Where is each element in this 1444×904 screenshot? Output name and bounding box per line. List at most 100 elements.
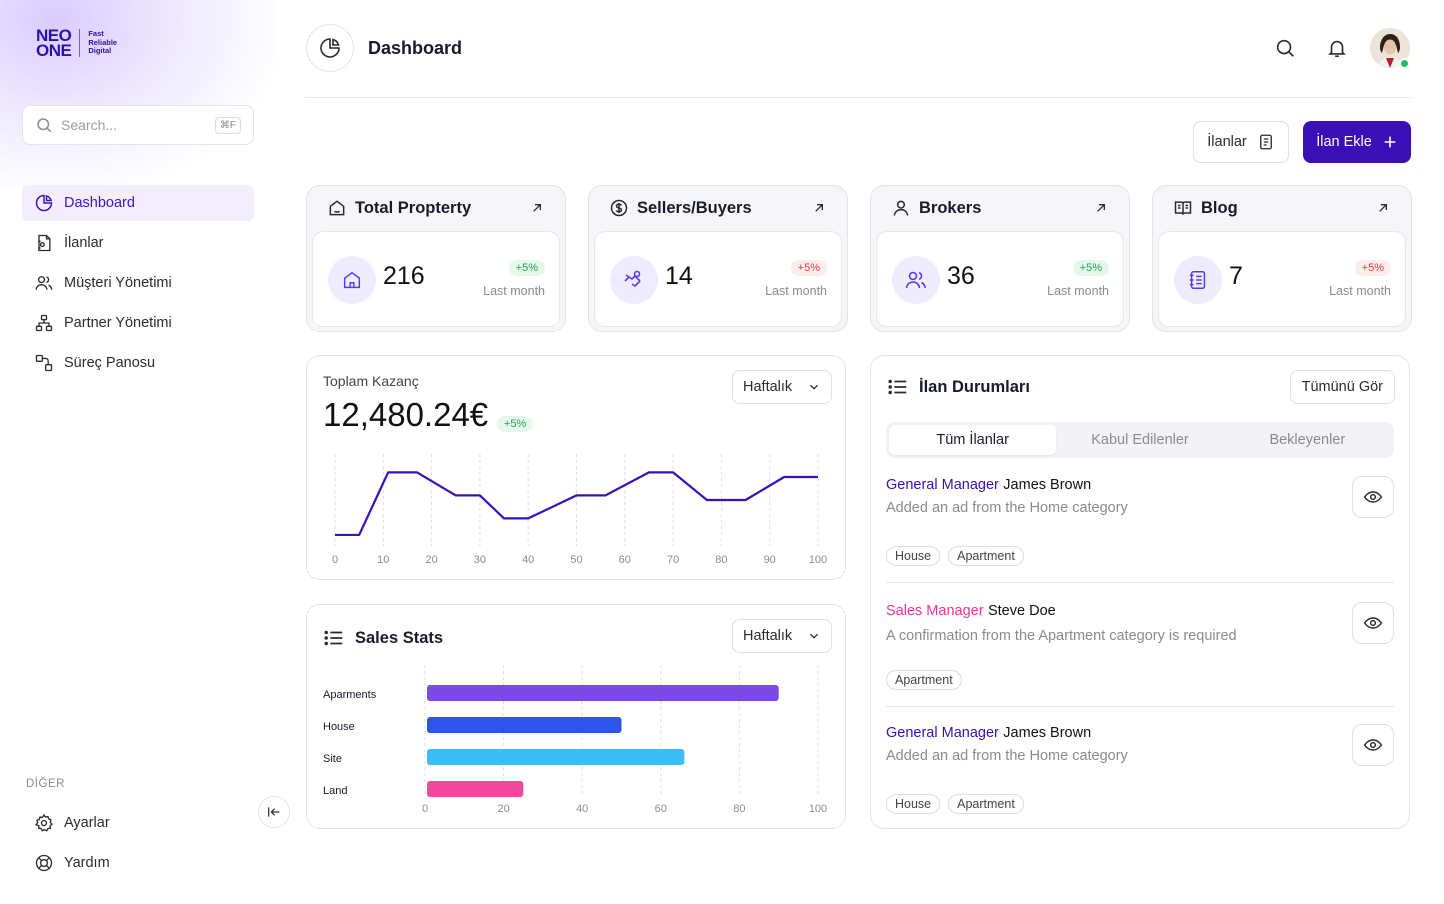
logo[interactable]: NEO ONE Fast Reliable Digital: [36, 27, 118, 59]
listing-tags: Apartment: [886, 670, 962, 690]
stat-value: 216: [383, 262, 425, 290]
header-divider: [306, 97, 1411, 98]
stat-title: Total Propterty: [355, 198, 472, 217]
list-icon: [888, 379, 907, 395]
bar-chart-category-label: Land: [323, 785, 347, 797]
search-box[interactable]: ⌘F: [22, 105, 254, 145]
bar-chart-x-tick-label: 60: [655, 803, 667, 815]
line-chart-x-tick-label: 50: [570, 554, 582, 566]
collapse-icon: [268, 807, 280, 817]
sidebar-item-surec[interactable]: Süreç Panosu: [22, 345, 254, 381]
see-all-button[interactable]: Tümünü Gör: [1289, 370, 1395, 404]
earnings-period-select[interactable]: Haftalık: [732, 370, 832, 404]
bar-chart-category-label: Aparments: [323, 689, 377, 701]
sales-bar-chart: 0 20 40 60 80 100 Aparments House Site Land: [323, 665, 827, 815]
stat-card-brokers[interactable]: Brokers 36 +5% Last month: [870, 185, 1130, 332]
listing-person-name: James Brown: [1003, 725, 1092, 741]
tab-accepted[interactable]: Kabul Edilenler: [1091, 432, 1189, 448]
stat-card-total-property[interactable]: Total Propterty 216 +5% Last month: [306, 185, 566, 332]
tag-apartment[interactable]: Apartment: [948, 546, 1024, 566]
arrow-up-right-icon[interactable]: [1093, 200, 1109, 216]
sidebar-section-title: DİĞER: [26, 778, 65, 790]
book-open-icon: [1174, 201, 1192, 215]
view-listing-button[interactable]: [1352, 602, 1394, 644]
notifications-button[interactable]: [1326, 37, 1348, 64]
header-search-button[interactable]: [1274, 37, 1296, 64]
eye-icon: [1363, 491, 1383, 503]
stat-title: Brokers: [919, 198, 982, 217]
bar-chart-x-tick-label: 40: [576, 803, 588, 815]
stat-card-header: Total Propterty: [327, 198, 471, 218]
stat-change-badge: +5%: [790, 260, 827, 276]
listing-item: Sales Manager Steve Doe A confirmation f…: [886, 602, 1394, 692]
sidebar-item-label: Süreç Panosu: [64, 355, 156, 371]
sidebar-item-dashboard[interactable]: Dashboard: [22, 185, 254, 221]
view-listing-button[interactable]: [1352, 724, 1394, 766]
stat-card-blog[interactable]: Blog 7 +5% Last month: [1152, 185, 1412, 332]
users-icon: [35, 276, 53, 290]
arrow-up-right-icon[interactable]: [1375, 200, 1391, 216]
sales-bar: [427, 717, 622, 733]
tab-all-listings[interactable]: Tüm İlanlar: [889, 425, 1057, 455]
eye-icon: [1363, 739, 1383, 751]
stat-card-header: Sellers/Buyers: [609, 198, 752, 218]
listing-status-title: İlan Durumları: [887, 376, 1030, 398]
document-list-icon: [1259, 134, 1272, 150]
sidebar-item-ilanlar[interactable]: İlanlar: [22, 225, 254, 261]
currency-icon: [610, 199, 628, 217]
stat-change-badge: +5%: [1354, 260, 1391, 276]
tab-pending[interactable]: Bekleyenler: [1269, 432, 1346, 448]
stat-icon-bubble: [892, 256, 940, 304]
line-chart-x-tick-label: 40: [522, 554, 534, 566]
listings-button[interactable]: İlanlar: [1193, 121, 1289, 163]
pie-chart-icon: [320, 38, 340, 58]
bar-chart-x-tick-label: 100: [809, 803, 827, 815]
earnings-change-badge: +5%: [497, 416, 534, 432]
sales-period-select[interactable]: Haftalık: [732, 619, 832, 653]
tag-apartment[interactable]: Apartment: [886, 670, 962, 690]
view-listing-button[interactable]: [1352, 476, 1394, 518]
listing-role: Sales Manager: [886, 603, 984, 619]
sidebar-item-ayarlar[interactable]: Ayarlar: [22, 805, 254, 841]
bar-chart-x-tick-label: 20: [497, 803, 509, 815]
tag-house[interactable]: House: [886, 546, 941, 566]
line-chart-x-tick-label: 100: [809, 554, 827, 566]
stat-icon-bubble: [610, 256, 658, 304]
sales-period-value: Haftalık: [743, 628, 793, 644]
stat-card-sellers-buyers[interactable]: Sellers/Buyers 14 +5% Last month: [588, 185, 848, 332]
search-input[interactable]: [61, 117, 207, 133]
sidebar-item-partner[interactable]: Partner Yönetimi: [22, 305, 254, 341]
tag-apartment[interactable]: Apartment: [948, 794, 1024, 814]
add-listing-button[interactable]: İlan Ekle: [1303, 121, 1411, 163]
listing-heading: General Manager James Brown: [886, 724, 1394, 742]
line-chart-x-tick-label: 80: [715, 554, 727, 566]
logo-tagline: Fast Reliable Digital: [88, 29, 118, 56]
listing-person-name: James Brown: [1003, 477, 1092, 493]
tag-house[interactable]: House: [886, 794, 941, 814]
listing-item: General Manager James Brown Added an ad …: [886, 476, 1394, 568]
arrow-up-right-icon[interactable]: [811, 200, 827, 216]
plus-icon: [1384, 136, 1396, 148]
line-chart-x-tick-label: 30: [474, 554, 486, 566]
sidebar-item-yardim[interactable]: Yardım: [22, 845, 254, 881]
bar-chart-x-tick-label: 80: [733, 803, 745, 815]
sidebar-item-label: Yardım: [64, 855, 110, 871]
earnings-value: 12,480.24€: [323, 396, 489, 433]
notebook-icon: [1189, 271, 1206, 289]
arrow-up-right-icon[interactable]: [529, 200, 545, 216]
collapse-sidebar-button[interactable]: [258, 796, 290, 828]
sidebar-item-label: Partner Yönetimi: [64, 315, 172, 331]
users-icon: [905, 271, 927, 289]
sidebar-item-musteri[interactable]: Müşteri Yönetimi: [22, 265, 254, 301]
line-chart-x-tick-label: 0: [332, 554, 338, 566]
listings-button-label: İlanlar: [1207, 134, 1247, 150]
stat-subtitle: Last month: [765, 284, 827, 298]
line-chart-x-tick-label: 20: [425, 554, 437, 566]
line-chart-x-tick-label: 10: [377, 554, 389, 566]
page-title: Dashboard: [368, 38, 463, 58]
stat-value: 36: [947, 262, 975, 290]
listing-tabs: Tüm İlanlar Kabul Edilenler Bekleyenler: [886, 422, 1394, 458]
bar-chart-category-label: Site: [323, 753, 342, 765]
stat-value: 7: [1229, 262, 1243, 290]
line-chart-x-tick-label: 90: [764, 554, 776, 566]
